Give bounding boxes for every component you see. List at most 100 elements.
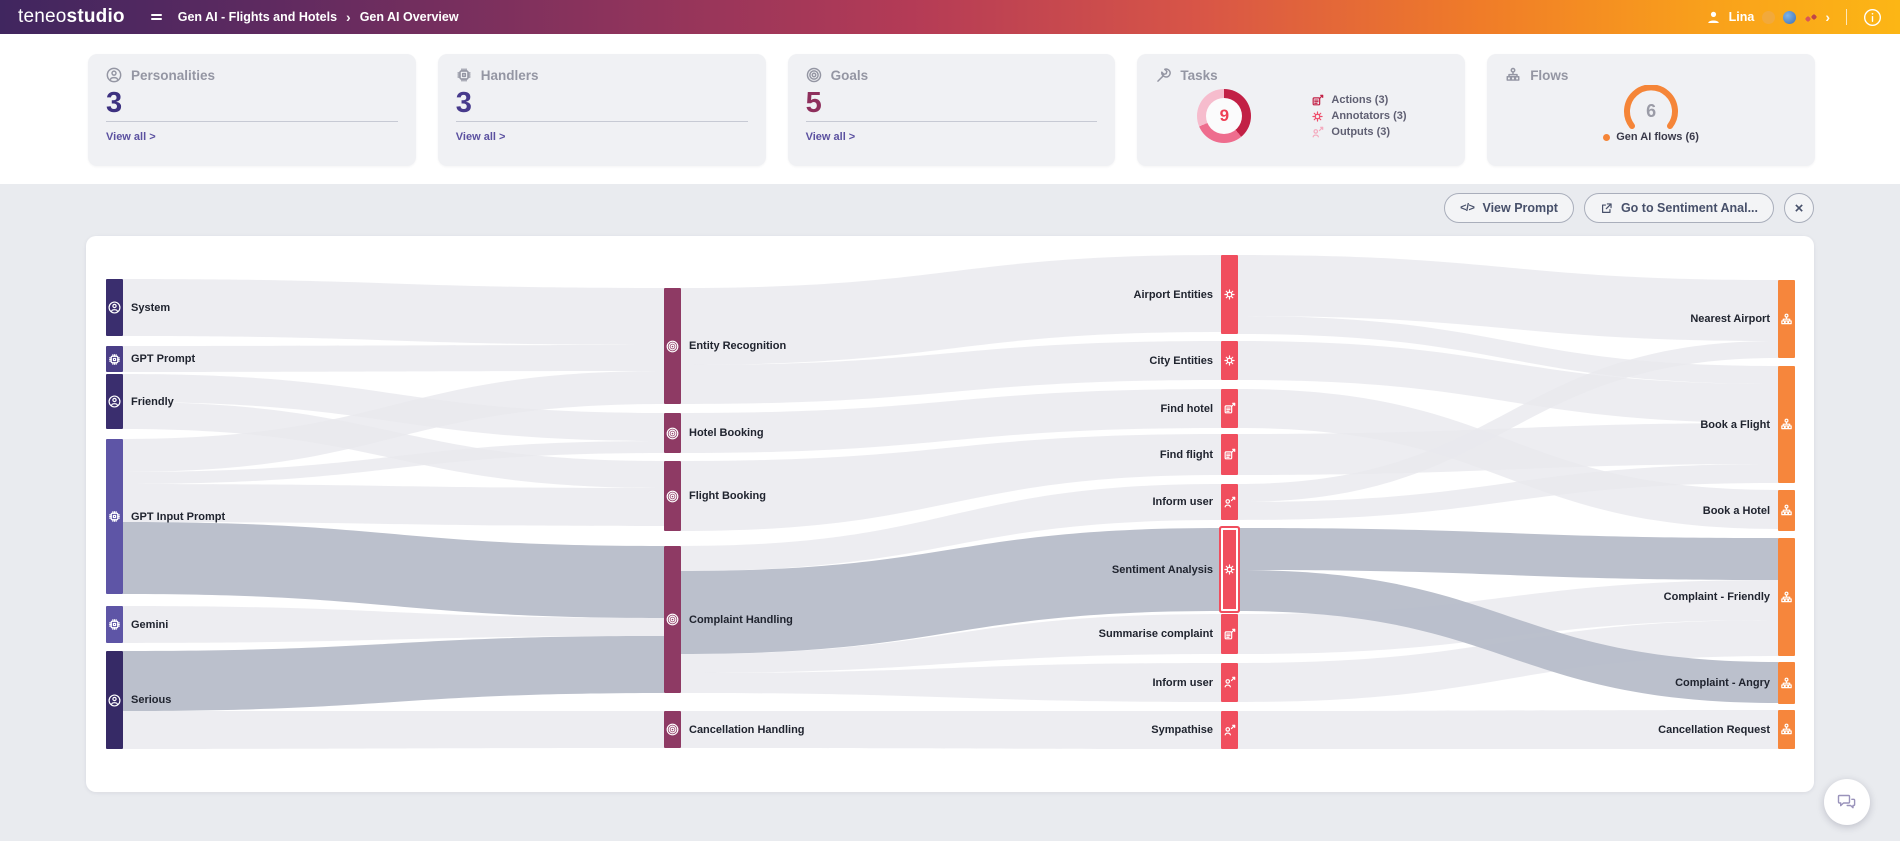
sankey-node-entity-recognition[interactable] [664,288,681,404]
sankey-node-sympathise[interactable] [1221,711,1238,749]
sankey-node-sentiment-analysis[interactable] [1221,528,1238,611]
target-icon [666,340,679,353]
legend-item-actions: Actions (3) [1311,94,1406,107]
sankey-node-label: Book a Hotel [1702,504,1770,517]
chevron-right-icon: › [346,9,351,25]
output-icon [1223,724,1236,737]
sankey-node-find-flight[interactable] [1221,434,1238,475]
sankey-node-book-a-hotel[interactable] [1778,490,1795,531]
sankey-node-complaint-angry[interactable] [1778,662,1795,704]
header-divider [1846,9,1847,25]
sankey-node-system[interactable] [106,279,123,336]
legend-label: Annotators (3) [1331,110,1407,122]
flow-icon [1780,591,1793,604]
sankey-node-cancellation-handling[interactable] [664,711,681,748]
sankey-node-label: Book a Flight [1700,418,1770,431]
globe-badge-icon[interactable] [1783,10,1797,24]
tasks-donut-chart: 9 [1197,89,1252,143]
sankey-node-complaint-handling[interactable] [664,546,681,693]
card-goals: Goals 5 View all > [787,54,1116,166]
sankey-node-nearest-airport[interactable] [1778,280,1795,358]
go-to-sentiment-analysis-button[interactable]: Go to Sentiment Anal... [1583,193,1774,223]
personalities-count: 3 [106,87,123,119]
legend-item-annotators: Annotators (3) [1311,110,1407,123]
outputs-icon [1311,126,1324,139]
tasks-legend: Actions (3) Annotators (3) Outputs (3) [1311,94,1407,139]
sankey-node-serious[interactable] [106,651,123,749]
card-title: Goals [830,67,869,83]
sankey-node-label: Nearest Airport [1690,313,1770,325]
personalities-view-all-link[interactable]: View all > [106,131,156,143]
user-menu-chevron-icon[interactable]: › [1825,9,1830,25]
sankey-node-flight-booking[interactable] [664,461,681,531]
sankey-node-airport-entities[interactable] [1221,255,1238,334]
flows-gauge-chart: 6 [1620,84,1682,129]
legend-label: Gen AI flows (6) [1616,131,1699,143]
flow-icon [1780,723,1793,736]
card-rule [455,121,748,122]
close-button[interactable]: × [1784,193,1814,223]
close-icon: × [1794,199,1804,217]
target-icon [666,427,679,440]
card-handlers: Handlers 3 View all > [437,54,766,166]
tasks-count: 9 [1219,106,1230,125]
flows-count: 6 [1646,101,1657,121]
sankey-node-inform-user-2[interactable] [1221,663,1238,702]
sankey-node-label: Friendly [131,395,174,408]
handlers-view-all-link[interactable]: View all > [455,131,506,143]
target-icon [666,723,679,736]
goals-view-all-link[interactable]: View all > [805,131,856,143]
user-avatar[interactable] [1762,10,1776,24]
breadcrumb-page[interactable]: Gen AI Overview [359,10,459,24]
sankey-node-find-hotel[interactable] [1221,389,1238,428]
sankey-node-label: Summarise complaint [1098,628,1213,640]
sankey-node-label: Gemini [131,618,169,631]
action-icon [1223,448,1236,461]
sankey-links [123,255,1778,749]
sankey-node-label: Serious [131,694,172,706]
sankey-node-label: Complaint - Friendly [1663,591,1770,603]
external-link-icon [1600,202,1613,215]
view-prompt-button[interactable]: </> View Prompt [1444,193,1574,223]
flow-icon [1780,504,1793,517]
annotator-icon [1223,563,1236,576]
sankey-node-gpt-prompt[interactable] [106,346,123,372]
card-title: Flows [1530,67,1569,83]
sankey-node-gemini[interactable] [106,606,123,643]
legend-label: Actions (3) [1331,94,1389,106]
target-icon [666,490,679,503]
sankey-node-label: Sentiment Analysis [1111,563,1213,576]
sankey-node-label: Complaint - Angry [1675,677,1770,689]
flow-toolbar: </> View Prompt Go to Sentiment Anal... … [0,184,1900,223]
sankey-node-label: Sympathise [1151,724,1213,736]
sankey-node-city-entities[interactable] [1221,341,1238,380]
sankey-node-inform-user[interactable] [1221,484,1238,520]
chat-button[interactable] [1824,779,1870,825]
annotator-icon [1223,354,1236,367]
actions-icon [1311,94,1324,107]
goals-icon [806,67,822,83]
sankey-node-label: Cancellation Handling [689,723,805,736]
sankey-node-hotel-booking[interactable] [664,413,681,453]
action-icon [1223,402,1236,415]
sankey-node-friendly[interactable] [106,374,123,429]
org-badge-icon[interactable] [1804,10,1818,24]
sankey-node-complaint-friendly[interactable] [1778,538,1795,656]
solution-icon [150,14,162,20]
sankey-node-cancellation-request[interactable] [1778,710,1795,749]
sankey-node-summarise-complaint[interactable] [1221,614,1238,654]
user-name[interactable]: Lina [1728,10,1755,24]
annotator-icon [1223,288,1236,301]
info-button[interactable] [1863,8,1882,27]
stats-section: Personalities 3 View all > Handlers 3 Vi… [0,34,1900,184]
annotators-icon [1311,110,1324,123]
app-logo[interactable]: teneostudio [18,6,125,27]
sankey-node-label: Airport Entities [1133,288,1213,301]
sankey-node-book-a-flight[interactable] [1778,366,1795,483]
card-title: Handlers [480,67,539,83]
sankey-node-gpt-input-prompt[interactable] [106,439,123,594]
sankey-node-label: Entity Recognition [689,340,787,352]
breadcrumb-solution[interactable]: Gen AI - Flights and Hotels [177,10,338,24]
card-rule [106,121,398,122]
card-title: Personalities [131,67,216,83]
